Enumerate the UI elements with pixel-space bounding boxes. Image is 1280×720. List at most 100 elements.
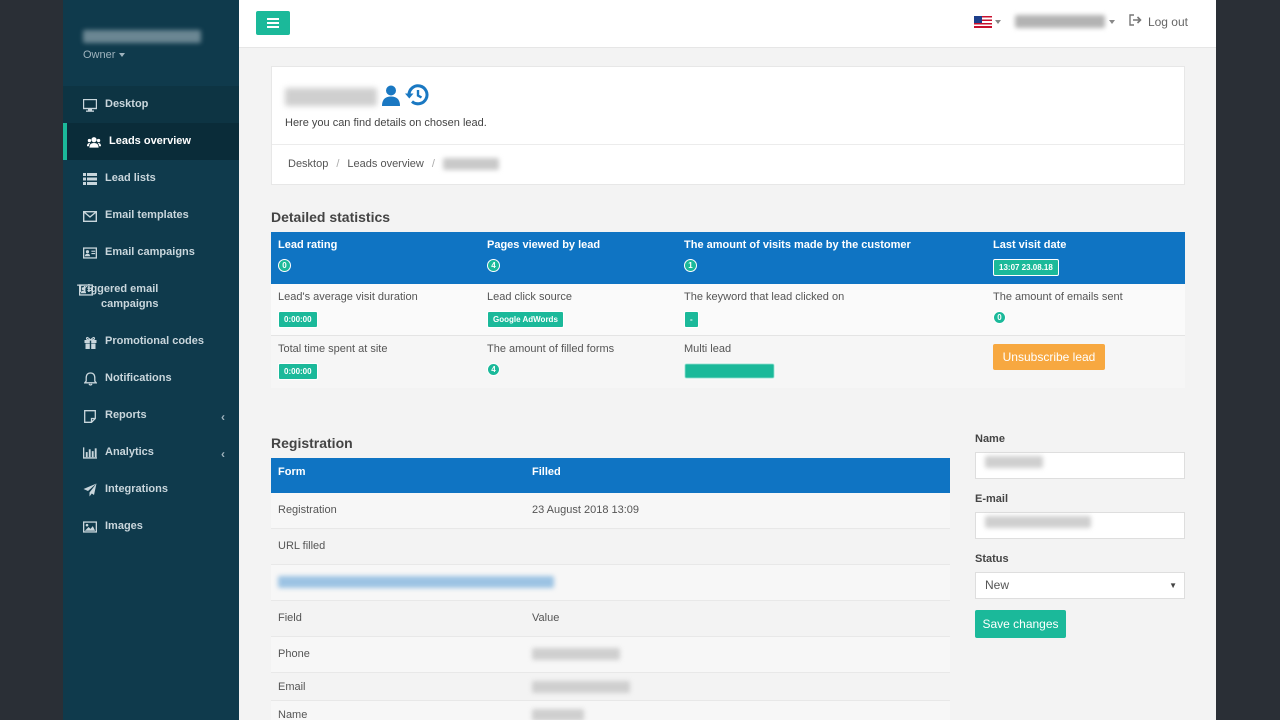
stat-avg-visit-duration: Lead's average visit duration 0:00:00 [278,291,418,328]
sidebar-item-reports[interactable]: Reports ‹ [63,397,239,434]
save-changes-button[interactable]: Save changes [975,610,1066,638]
stat-badge: 0 [993,311,1006,324]
value-header: Value [532,612,560,624]
status-selected-value: New [985,578,1010,592]
list-icon [83,172,97,186]
breadcrumb-separator: / [336,158,340,170]
table-row: Field Value [271,601,950,637]
sidebar-item-label: Desktop [105,98,149,110]
stat-badge: 4 [487,259,500,272]
sidebar: Owner Desktop Leads overview [63,0,239,720]
paper-plane-icon [83,483,97,497]
top-right-controls: Log out [973,14,1188,29]
bar-chart-icon [83,446,97,460]
history-icon[interactable] [405,84,429,109]
contact-card-icon [79,283,93,297]
top-bar: Log out [239,0,1216,48]
stat-label: Last visit date [993,239,1067,251]
sidebar-item-label: Integrations [105,483,168,495]
menu-toggle-button[interactable] [256,11,290,35]
stat-keyword: The keyword that lead clicked on - [684,291,844,328]
email-field[interactable] [975,512,1185,539]
site-dropdown[interactable] [1014,15,1115,28]
field-header: Field [278,612,302,624]
gift-icon [83,335,97,349]
user-icon [381,85,401,109]
sidebar-item-label: Email campaigns [105,246,195,258]
email-label: E-mail [975,493,1009,505]
stat-visits: The amount of visits made by the custome… [684,239,911,272]
status-select[interactable]: New ▼ [975,572,1185,599]
hamburger-icon-line [267,26,279,28]
user-role-dropdown[interactable]: Owner [83,49,239,61]
stat-label: The keyword that lead clicked on [684,291,845,303]
lead-edit-form: Name E-mail Status New ▼ Save changes [975,433,1185,638]
sidebar-item-images[interactable]: Images [63,508,239,545]
language-dropdown[interactable] [973,15,1001,28]
column-header-filled: Filled [532,466,561,478]
caret-down-icon [119,53,126,57]
detailed-stats-table: Lead rating 0 Pages viewed by lead 4 The… [271,232,1185,388]
sidebar-item-label: Triggered email campaigns [77,283,159,310]
stat-label: Pages viewed by lead [487,239,601,251]
breadcrumb-leads-overview[interactable]: Leads overview [347,158,424,170]
sidebar-nav: Desktop Leads overview Lead lists Email … [63,86,239,545]
sidebar-item-triggered-email-campaigns[interactable]: Triggered email campaigns [63,271,239,323]
stat-label: Lead click source [487,291,572,303]
stat-label: Multi lead [684,343,732,355]
name-field[interactable] [975,452,1185,479]
us-flag-icon [973,15,992,28]
note-icon [83,409,97,423]
sidebar-item-integrations[interactable]: Integrations [63,471,239,508]
table-row: Name [271,701,950,720]
sidebar-item-promotional-codes[interactable]: Promotional codes [63,323,239,360]
stat-badge [684,363,775,379]
sidebar-item-email-campaigns[interactable]: Email campaigns [63,234,239,271]
site-name [1014,15,1105,28]
status-label: Status [975,553,1009,565]
page-subtitle: Here you can find details on chosen lead… [285,117,487,129]
filled-date: 23 August 2018 13:09 [532,504,640,516]
stat-total-time: Total time spent at site 0:00:00 [278,343,387,380]
stat-badge: 13:07 23.08.18 [993,259,1059,276]
sidebar-item-analytics[interactable]: Analytics ‹ [63,434,239,471]
registration-header-row: Form Filled [271,458,950,493]
page-title [285,84,429,109]
user-role-label: Owner [83,49,116,61]
stat-emails-sent: The amount of emails sent 0 [993,291,1123,324]
hamburger-icon-line [267,18,279,20]
table-row: Email [271,673,950,701]
stat-click-source: Lead click source Google AdWords [487,291,572,328]
sidebar-item-lead-lists[interactable]: Lead lists [63,160,239,197]
sidebar-item-desktop[interactable]: Desktop [63,86,239,123]
stat-filled-forms: The amount of filled forms 4 [487,343,614,376]
stat-badge: Google AdWords [487,311,564,328]
sidebar-item-email-templates[interactable]: Email templates [63,197,239,234]
stat-label: Lead's average visit duration [278,291,418,303]
stat-label: The amount of filled forms [487,343,615,355]
chevron-left-icon[interactable]: ‹ [221,447,225,461]
stat-label: Lead rating [278,239,338,251]
sidebar-item-label: Email templates [105,209,189,221]
breadcrumb-desktop[interactable]: Desktop [288,158,329,170]
url-filled-link[interactable] [278,576,554,588]
caret-down-icon [994,19,1001,24]
app-window: Owner Desktop Leads overview [63,0,1216,720]
bell-icon [83,372,97,386]
stats-section-title: Detailed statistics [271,209,391,225]
sidebar-item-leads-overview[interactable]: Leads overview [63,123,239,160]
stat-badge: 0:00:00 [278,311,318,328]
sidebar-item-label: Leads overview [109,135,191,147]
table-row [271,565,950,601]
stat-badge: 4 [487,363,500,376]
stats-row: Lead's average visit duration 0:00:00 Le… [271,284,1185,336]
form-link[interactable]: Registration [278,504,337,516]
unsubscribe-lead-button[interactable]: Unsubscribe lead [993,344,1105,370]
stat-multi-lead: Multi lead [684,343,775,382]
sidebar-item-notifications[interactable]: Notifications [63,360,239,397]
registration-section-title: Registration [271,435,353,451]
chevron-left-icon[interactable]: ‹ [221,410,225,424]
logout-link[interactable]: Log out [1129,14,1188,29]
caret-down-icon [1108,19,1115,24]
field-name: Name [278,709,308,720]
